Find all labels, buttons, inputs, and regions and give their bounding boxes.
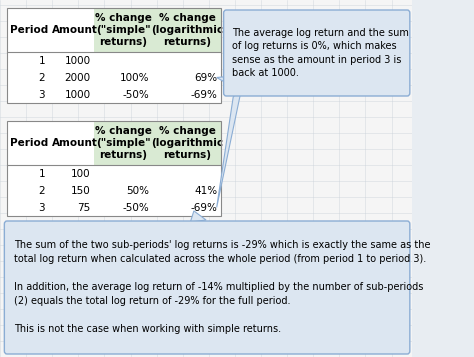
Bar <box>153 165 221 182</box>
Bar <box>153 52 221 69</box>
Text: 150: 150 <box>71 186 91 196</box>
Text: 3: 3 <box>38 202 45 212</box>
Bar <box>153 8 221 52</box>
Bar <box>49 121 94 165</box>
Text: -69%: -69% <box>191 202 218 212</box>
Text: The average log return and the sum
of log returns is 0%, which makes
sense as th: The average log return and the sum of lo… <box>232 28 409 78</box>
Text: -69%: -69% <box>191 90 218 100</box>
Text: 69%: 69% <box>194 72 218 82</box>
Text: -50%: -50% <box>123 202 150 212</box>
Text: % change
("simple"
returns): % change ("simple" returns) <box>95 126 152 160</box>
Bar <box>49 69 94 86</box>
Bar <box>94 165 153 182</box>
Bar <box>153 182 221 199</box>
Bar <box>7 121 49 165</box>
Text: 75: 75 <box>77 202 91 212</box>
Bar <box>94 199 153 216</box>
Bar <box>94 52 153 69</box>
Text: -50%: -50% <box>123 90 150 100</box>
Text: 50%: 50% <box>127 186 150 196</box>
Bar <box>153 86 221 103</box>
Bar <box>49 8 94 52</box>
Bar <box>7 121 221 216</box>
Bar <box>7 69 49 86</box>
Text: 1000: 1000 <box>64 55 91 65</box>
Text: Amount: Amount <box>52 138 98 148</box>
Bar <box>49 182 94 199</box>
Bar <box>94 86 153 103</box>
Polygon shape <box>217 75 244 87</box>
Bar <box>7 8 49 52</box>
Bar <box>7 52 49 69</box>
Text: % change
(logarithmic
returns): % change (logarithmic returns) <box>151 126 223 160</box>
Text: 100%: 100% <box>120 72 150 82</box>
Bar <box>49 199 94 216</box>
Bar <box>94 121 153 165</box>
FancyBboxPatch shape <box>4 221 410 354</box>
Text: 2: 2 <box>38 72 45 82</box>
Text: Amount: Amount <box>52 25 98 35</box>
Text: 1: 1 <box>38 55 45 65</box>
Text: 100: 100 <box>71 169 91 178</box>
Text: 1000: 1000 <box>64 90 91 100</box>
Bar <box>7 8 221 103</box>
Bar <box>153 69 221 86</box>
Bar <box>7 86 49 103</box>
Bar <box>49 86 94 103</box>
Text: Period: Period <box>10 138 49 148</box>
Text: 1: 1 <box>38 169 45 178</box>
Bar <box>153 199 221 216</box>
Bar <box>49 52 94 69</box>
Text: Period: Period <box>10 25 49 35</box>
Polygon shape <box>217 87 242 207</box>
Text: 2: 2 <box>38 186 45 196</box>
Bar <box>7 199 49 216</box>
Bar <box>7 165 49 182</box>
Bar <box>49 165 94 182</box>
Bar <box>94 8 153 52</box>
Bar <box>7 182 49 199</box>
Bar <box>94 69 153 86</box>
Bar <box>94 182 153 199</box>
Text: The sum of the two sub-periods' log returns is -29% which is exactly the same as: The sum of the two sub-periods' log retu… <box>14 241 430 335</box>
Text: 3: 3 <box>38 90 45 100</box>
Bar <box>153 121 221 165</box>
Text: 41%: 41% <box>194 186 218 196</box>
FancyBboxPatch shape <box>224 10 410 96</box>
Polygon shape <box>191 211 206 222</box>
Text: % change
("simple"
returns): % change ("simple" returns) <box>95 13 152 47</box>
Text: 2000: 2000 <box>64 72 91 82</box>
Text: % change
(logarithmic
returns): % change (logarithmic returns) <box>151 13 223 47</box>
